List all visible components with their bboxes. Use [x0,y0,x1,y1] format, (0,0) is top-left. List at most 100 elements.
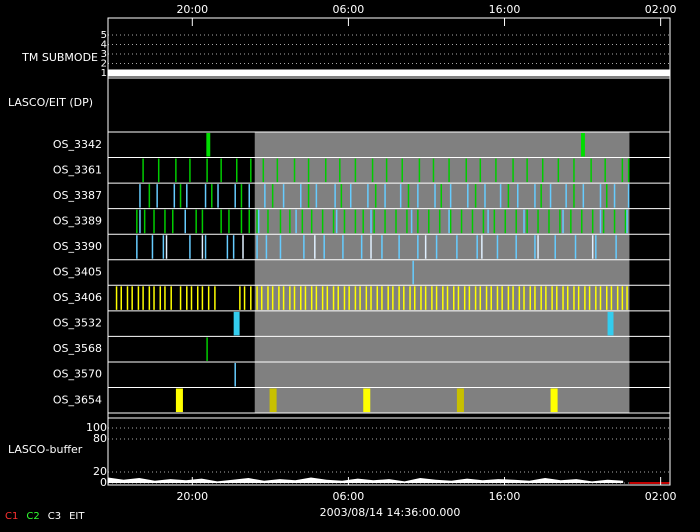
legend-entry: EIT [69,511,85,522]
event [482,209,485,234]
event [201,286,204,310]
event [371,158,374,183]
event [126,286,129,310]
event [156,184,158,208]
event [448,158,450,183]
shaded-region [254,132,630,414]
event [523,286,525,310]
event [323,235,325,259]
event [240,184,243,208]
event [591,209,594,234]
event [496,235,499,259]
row-label: OS_3532 [53,317,102,330]
event [115,286,118,310]
event [242,235,244,259]
event [321,209,324,234]
event [173,184,176,208]
event [343,286,346,310]
event [321,286,324,310]
buffer-tick-label: 100 [86,421,107,434]
event [220,209,222,234]
event [467,184,469,208]
event [551,286,553,310]
event [562,209,564,234]
event [418,158,421,183]
event [493,209,496,234]
event [332,209,335,234]
event [162,235,165,259]
event [577,286,580,310]
event [165,235,168,259]
event [557,158,560,183]
event [315,286,318,310]
event [300,184,302,208]
event [434,184,436,208]
event [428,209,430,234]
event [456,388,464,413]
event [269,388,277,413]
event [484,184,486,208]
event [420,286,422,310]
event [334,184,336,208]
event [148,286,151,310]
x-tick-label: 20:00 [176,490,208,503]
event [264,184,266,208]
event [534,235,536,259]
plot-frame [107,17,671,486]
event [479,158,482,183]
event [610,286,613,310]
event [534,184,536,208]
event [448,209,450,234]
tm-tick-label: 1 [101,68,107,79]
event [278,286,280,310]
row-label: OS_3568 [53,342,102,355]
event [385,158,388,183]
event [540,184,542,208]
event [137,286,140,310]
event [607,311,614,336]
event [403,286,405,310]
event [267,286,269,310]
event [504,209,507,234]
event [256,209,258,234]
x-tick-label-top: 06:00 [333,3,365,16]
event [479,286,482,310]
event [468,286,471,310]
event [626,286,628,310]
x-tick-label-top: 20:00 [176,3,208,16]
event [534,286,536,310]
buffer-tick-label: 0 [100,476,107,489]
event [340,184,343,208]
event [136,235,138,259]
event [260,286,263,310]
event [417,184,419,208]
event [476,235,478,259]
tm-tick-label: 5 [101,30,107,41]
event [384,209,386,234]
event [348,286,350,310]
event [301,209,304,234]
event [295,209,297,234]
event [627,158,630,183]
event [248,184,250,208]
event [170,286,172,310]
event [599,184,602,208]
event [549,184,552,208]
event [526,158,528,183]
event [490,286,492,310]
event [370,286,372,310]
event [211,184,213,208]
row-label: OS_3390 [53,240,102,253]
row-label: OS_3387 [53,189,102,202]
event [300,286,302,310]
event [392,286,394,310]
event [172,209,174,234]
section-label: LASCO/EIT (DP) [8,96,93,109]
event [367,184,369,208]
event [220,158,222,183]
event [365,286,368,310]
legend-entry: C2 [26,511,39,522]
x-axis-label: 2003/08/14 14:36:00.000 [320,506,461,519]
row-label: OS_3389 [53,214,102,227]
event [565,184,567,208]
